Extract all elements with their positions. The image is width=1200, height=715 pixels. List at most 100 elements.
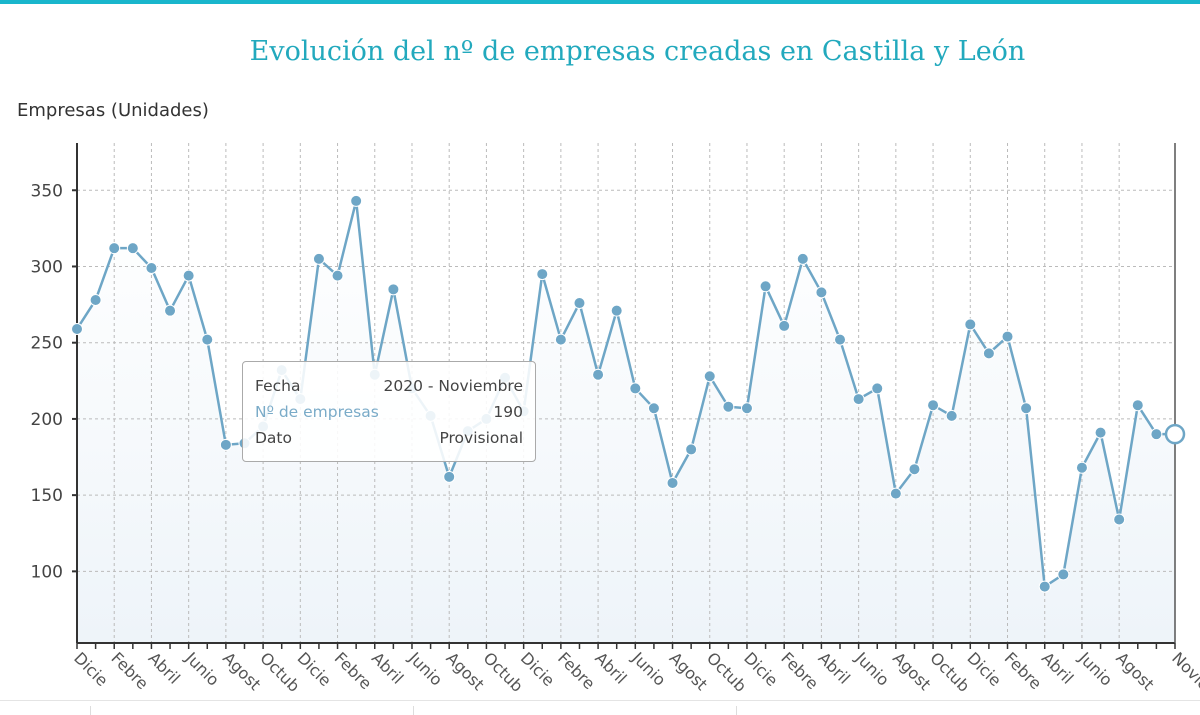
data-point: [331, 269, 344, 282]
data-point: [182, 269, 195, 282]
data-point: [1113, 513, 1126, 526]
x-tick-label: Octub: [926, 648, 973, 695]
data-point: [982, 347, 995, 360]
data-point: [126, 242, 139, 255]
data-point: [1057, 568, 1070, 581]
data-point: [536, 268, 549, 281]
tooltip-key: Nº de empresas: [255, 403, 379, 421]
data-point: [443, 470, 456, 483]
data-point: [945, 409, 958, 422]
chart-title: Evolución del nº de empresas creadas en …: [249, 36, 1026, 67]
data-point: [703, 370, 716, 383]
tooltip-value: 2020 - Noviembre: [383, 377, 524, 395]
data-point: [796, 252, 809, 265]
data-point: [908, 463, 921, 476]
footer-divider: [0, 700, 1200, 701]
x-tick-label: Febre: [777, 648, 822, 693]
data-point: [834, 333, 847, 346]
y-tick-label: 150: [31, 486, 63, 506]
highlighted-point: [1164, 423, 1186, 445]
data-point: [1020, 402, 1033, 415]
area-fill: [77, 200, 1175, 644]
x-tick-label: Agost: [889, 648, 935, 694]
data-point: [629, 382, 642, 395]
data-point: [647, 402, 660, 415]
data-point: [71, 322, 83, 335]
y-tick-label: 200: [31, 410, 63, 430]
data-point: [145, 262, 158, 274]
data-point: [554, 333, 567, 346]
data-point: [219, 438, 232, 451]
x-tick-label: Junio: [851, 648, 893, 690]
x-tick-label: Abril: [1038, 648, 1077, 687]
data-point: [89, 294, 102, 307]
x-tick-label: Abril: [145, 648, 184, 687]
x-tick-label: Abril: [815, 648, 854, 687]
data-point: [1075, 461, 1088, 474]
top-accent-bar: [0, 0, 1200, 4]
data-point: [759, 280, 772, 293]
x-tick-label: Febre: [1001, 648, 1046, 693]
data-point: [815, 286, 828, 299]
data-point: [1131, 399, 1144, 412]
data-point: [852, 393, 865, 406]
x-tick-label: Agost: [1112, 648, 1158, 694]
x-tick-label: Febre: [554, 648, 599, 693]
data-point: [927, 399, 940, 412]
x-tick-label: Febre: [331, 648, 376, 693]
y-tick-label: 250: [31, 334, 63, 354]
data-point: [108, 242, 121, 255]
data-point: [1094, 426, 1107, 439]
data-point: [610, 304, 623, 317]
data-point: [387, 283, 400, 296]
data-point: [889, 487, 902, 500]
x-tick-label: Agost: [666, 648, 712, 694]
data-point: [666, 476, 679, 489]
data-point: [685, 443, 698, 456]
footer-tick: [736, 706, 737, 715]
data-point: [573, 297, 586, 310]
x-tick-label: Novie: [1168, 648, 1200, 694]
data-point: [778, 319, 791, 332]
x-tick-label: Junio: [181, 648, 223, 690]
x-tick-label: Junio: [404, 648, 446, 690]
x-tick-label: Agost: [442, 648, 488, 694]
data-point: [964, 318, 977, 331]
tooltip-key: Fecha: [255, 377, 301, 395]
y-tick-label: 350: [31, 181, 63, 201]
tooltip-value: 190: [493, 403, 523, 421]
y-axis-label: Empresas (Unidades): [17, 100, 209, 121]
x-tick-label: Octub: [480, 648, 527, 695]
data-point: [722, 400, 735, 413]
data-point: [164, 304, 177, 317]
data-point: [350, 194, 363, 207]
x-tick-label: Junio: [628, 648, 670, 690]
data-point: [312, 252, 325, 265]
footer-tick: [90, 706, 91, 715]
y-tick-label: 100: [31, 562, 63, 582]
x-tick-label: Junio: [1074, 648, 1116, 690]
data-point: [1150, 428, 1163, 441]
data-point: [592, 368, 605, 381]
data-point: [1038, 580, 1051, 593]
x-tick-label: Febre: [107, 648, 152, 693]
data-point: [1001, 330, 1014, 343]
tooltip-row-dato: Dato Provisional: [255, 425, 523, 451]
tooltip-row-fecha: Fecha 2020 - Noviembre: [255, 373, 523, 399]
data-point: [201, 333, 214, 346]
x-tick-label: Dicie: [70, 648, 112, 690]
x-tick-label: Octub: [703, 648, 750, 695]
x-tick-label: Abril: [591, 648, 630, 687]
x-tick-label: Agost: [219, 648, 265, 694]
data-point: [871, 382, 884, 395]
data-point: [740, 402, 753, 415]
tooltip-key: Dato: [255, 429, 292, 447]
y-tick-label: 300: [31, 257, 63, 277]
tooltip: Fecha 2020 - Noviembre Nº de empresas 19…: [242, 361, 536, 462]
footer-tick: [413, 706, 414, 715]
x-tick-label: Octub: [256, 648, 303, 695]
tooltip-row-empresas: Nº de empresas 190: [255, 399, 523, 425]
x-tick-label: Abril: [368, 648, 407, 687]
tooltip-value: Provisional: [439, 429, 523, 447]
